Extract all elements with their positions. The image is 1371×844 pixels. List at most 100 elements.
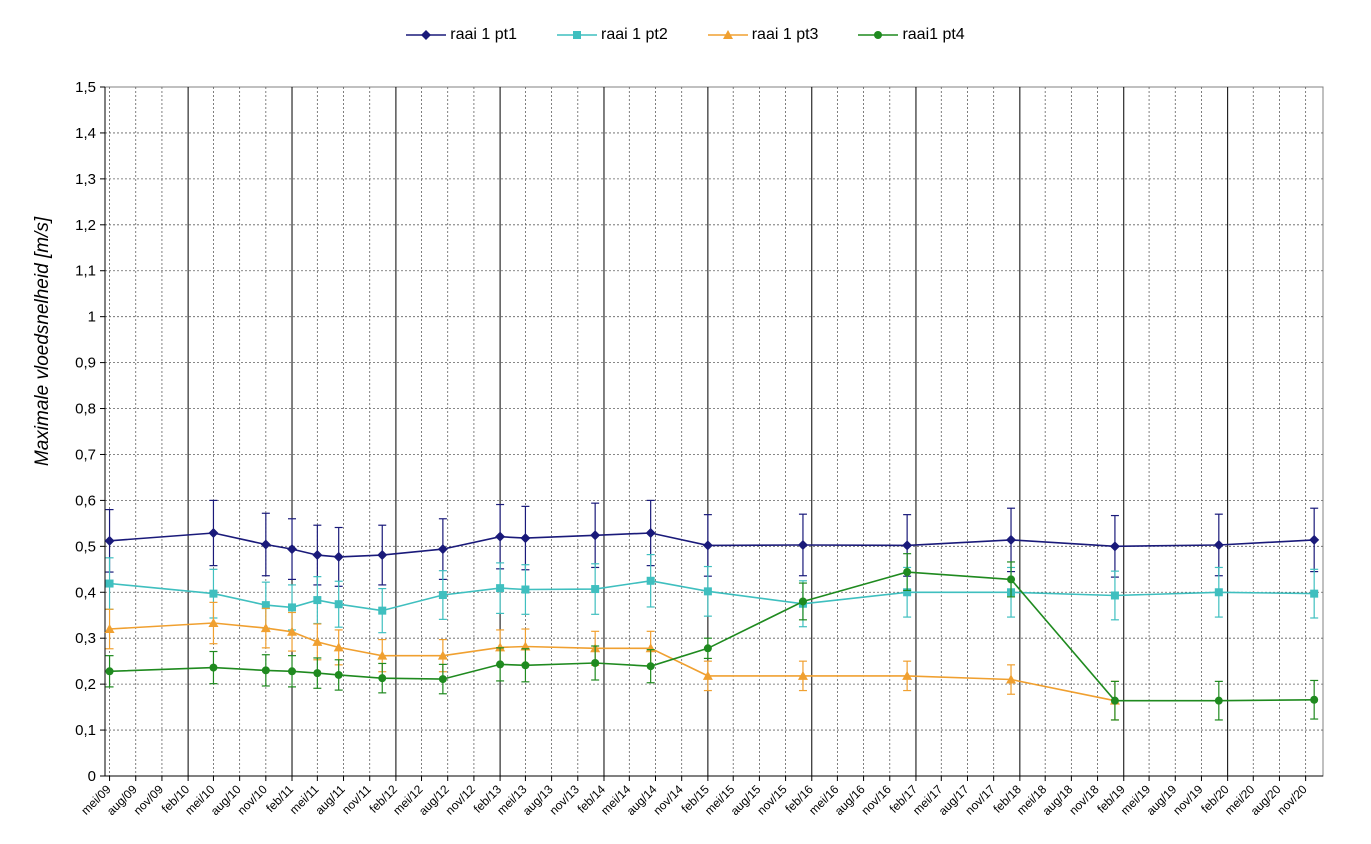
data-point-circle	[334, 670, 343, 679]
data-point-triangle	[333, 642, 344, 652]
data-point-square	[1310, 589, 1319, 598]
data-point-triangle	[208, 618, 219, 628]
x-tick-label: nov/13	[547, 782, 583, 818]
data-point-diamond	[495, 531, 506, 542]
data-point-triangle	[495, 642, 506, 652]
legend-item-pt3: raai 1 pt3	[707, 26, 819, 44]
x-tick-label: nov/20	[1274, 782, 1310, 818]
data-point-triangle	[260, 623, 271, 633]
x-tick-label: nov/17	[962, 782, 998, 818]
data-point-circle	[1214, 696, 1223, 705]
data-point-diamond	[645, 528, 656, 539]
data-point-triangle	[312, 636, 323, 646]
diamond-marker-icon	[406, 30, 447, 40]
data-point-circle	[105, 667, 114, 676]
circle-marker-icon	[858, 31, 899, 39]
data-point-square	[703, 587, 712, 596]
data-point-diamond	[1213, 539, 1224, 550]
data-point-diamond	[312, 550, 323, 561]
data-point-circle	[1310, 695, 1319, 704]
data-point-square	[496, 584, 505, 593]
data-point-square	[209, 589, 218, 598]
legend-label: raai 1 pt1	[450, 26, 517, 43]
legend-label: raai 1 pt3	[751, 26, 819, 43]
data-point-triangle	[287, 626, 298, 636]
y-tick-label: 1,4	[75, 125, 96, 142]
x-tick-label: nov/14	[650, 782, 686, 818]
data-point-diamond	[1309, 534, 1320, 545]
legend-item-pt1: raai 1 pt1	[406, 26, 517, 44]
x-tick-label: nov/15	[754, 782, 790, 818]
data-point-diamond	[377, 550, 388, 561]
legend-item-pt4: raai1 pt4	[858, 26, 965, 44]
x-tick-label: nov/11	[339, 782, 374, 817]
data-point-circle	[261, 666, 270, 675]
legend-label: raai 1 pt2	[601, 26, 668, 43]
y-tick-label: 0	[88, 768, 96, 785]
data-point-triangle	[377, 650, 388, 660]
data-point-square	[105, 579, 114, 588]
x-tick-label: nov/10	[235, 782, 271, 818]
data-point-diamond	[333, 551, 344, 562]
data-point-diamond	[287, 544, 298, 555]
data-point-diamond	[902, 540, 913, 551]
data-point-square	[903, 588, 912, 597]
data-point-circle	[378, 674, 387, 683]
y-tick-label: 0,6	[75, 492, 96, 509]
data-point-triangle	[437, 650, 448, 660]
plot-area	[104, 86, 1324, 777]
y-tick-label: 1,5	[75, 79, 96, 96]
y-axis-title: Maximale vloedsnelheid [m/s]	[32, 216, 53, 466]
data-point-circle	[903, 568, 912, 577]
data-point-diamond	[437, 544, 448, 555]
data-point-square	[261, 601, 270, 610]
data-point-triangle	[1006, 674, 1017, 684]
series-1	[104, 499, 1320, 587]
x-tick-label: nov/09	[131, 782, 167, 818]
y-tick-label: 1	[88, 309, 96, 326]
data-point-square	[313, 596, 322, 605]
data-point-triangle	[104, 624, 115, 634]
data-point-square	[1214, 588, 1223, 597]
data-point-diamond	[1109, 541, 1120, 552]
data-point-square	[646, 576, 655, 585]
data-point-square	[334, 600, 343, 609]
data-point-diamond	[1006, 534, 1017, 545]
data-point-diamond	[702, 540, 713, 551]
data-point-square	[521, 585, 530, 594]
y-tick-label: 0,2	[75, 676, 96, 693]
data-point-square	[1110, 591, 1119, 600]
data-point-circle	[438, 675, 447, 684]
data-point-circle	[1110, 696, 1119, 705]
data-point-circle	[646, 662, 655, 671]
y-tick-label: 0,4	[75, 584, 96, 601]
y-tick-label: 1,1	[75, 263, 96, 280]
data-point-diamond	[590, 530, 601, 541]
data-point-square	[378, 606, 387, 615]
data-point-triangle	[797, 670, 808, 680]
data-point-circle	[288, 667, 297, 676]
legend-label: raai1 pt4	[902, 26, 965, 43]
y-tick-label: 0,7	[75, 446, 96, 463]
data-point-circle	[313, 669, 322, 678]
x-tick-label: nov/12	[443, 782, 479, 818]
data-point-square	[438, 591, 447, 600]
data-point-circle	[703, 644, 712, 653]
y-tick-label: 0,1	[75, 722, 96, 739]
data-point-circle	[496, 660, 505, 669]
x-tick-label: nov/16	[859, 782, 895, 818]
data-point-circle	[591, 659, 600, 668]
data-point-diamond	[104, 535, 115, 546]
data-point-diamond	[208, 528, 219, 539]
y-tick-label: 0,8	[75, 401, 96, 418]
y-tick-label: 0,3	[75, 630, 96, 647]
legend: raai 1 pt1 raai 1 pt2 raai 1 pt3 raai1 p…	[0, 22, 1371, 48]
y-tick-label: 1,2	[75, 217, 96, 234]
data-point-diamond	[520, 533, 531, 544]
data-point-square	[591, 585, 600, 594]
y-tick-label: 0,5	[75, 538, 96, 555]
data-point-diamond	[797, 539, 808, 550]
data-point-triangle	[902, 670, 913, 680]
series-4	[105, 553, 1319, 721]
data-point-circle	[209, 663, 218, 672]
